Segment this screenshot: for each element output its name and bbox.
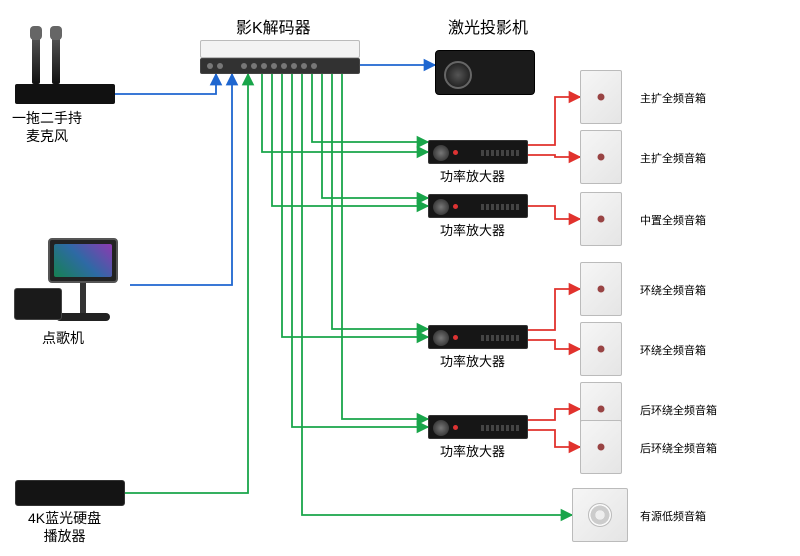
amp4 <box>428 415 528 439</box>
spk-center <box>580 192 622 246</box>
edge-decoder-amp2b <box>322 74 428 198</box>
amp2 <box>428 194 528 218</box>
spk-main2 <box>580 130 622 184</box>
karaoke-label: 点歌机 <box>42 328 84 348</box>
edge-karaoke-decoder <box>130 74 232 285</box>
edge-amp4-spk_rear1 <box>528 409 580 420</box>
amp3 <box>428 325 528 349</box>
projector-label: 激光投影机 <box>448 14 528 38</box>
spk-main1-label: 主扩全频音箱 <box>640 90 706 106</box>
karaoke-small-screen <box>14 288 62 320</box>
mic-receiver <box>15 84 115 104</box>
edge-mic-decoder <box>115 74 216 94</box>
decoder-label: 影K解码器 <box>236 14 311 38</box>
spk-surr2-label: 环绕全频音箱 <box>640 342 706 358</box>
spk-center-label: 中置全频音箱 <box>640 212 706 228</box>
edge-decoder-amp4b <box>342 74 428 419</box>
edge-decoder-amp3b <box>332 74 428 329</box>
edge-amp1-spk_main2 <box>528 155 580 157</box>
edge-amp3-spk_surr2 <box>528 340 580 349</box>
spk-surr1-label: 环绕全频音箱 <box>640 282 706 298</box>
spk-surr1 <box>580 262 622 316</box>
karaoke-base <box>56 313 110 321</box>
edge-amp2-spk_center <box>528 206 580 219</box>
edge-amp4-spk_rear2 <box>528 430 580 447</box>
edge-amp1-spk_main1 <box>528 97 580 145</box>
edge-player4k-decoder <box>125 74 248 493</box>
subwoofer-label: 有源低频音箱 <box>640 508 706 524</box>
edge-amp3-spk_surr1 <box>528 289 580 330</box>
karaoke-stand <box>80 283 86 313</box>
mic-2 <box>52 36 60 84</box>
spk-rear2-label: 后环绕全频音箱 <box>640 440 717 456</box>
mic-label: 一拖二手持 麦克风 <box>12 110 82 145</box>
amp1-label: 功率放大器 <box>440 166 505 185</box>
amp2-label: 功率放大器 <box>440 220 505 239</box>
amp1 <box>428 140 528 164</box>
decoder-device-top <box>200 40 360 58</box>
edge-decoder-amp1b <box>312 74 428 142</box>
edge-decoder-amp1 <box>262 74 428 152</box>
spk-rear1-label: 后环绕全频音箱 <box>640 402 717 418</box>
amp4-label: 功率放大器 <box>440 441 505 460</box>
mic-1 <box>32 36 40 84</box>
projector-device <box>435 50 535 95</box>
spk-main1 <box>580 70 622 124</box>
subwoofer <box>572 488 628 542</box>
spk-rear2 <box>580 420 622 474</box>
spk-surr2 <box>580 322 622 376</box>
player4k-device <box>15 480 125 506</box>
spk-main2-label: 主扩全频音箱 <box>640 150 706 166</box>
karaoke-screen <box>48 238 118 283</box>
wiring-layer <box>0 0 800 556</box>
player4k-label: 4K蓝光硬盘 播放器 <box>28 510 101 545</box>
amp3-label: 功率放大器 <box>440 351 505 370</box>
decoder-device-bot <box>200 58 360 74</box>
edge-decoder-amp2 <box>272 74 428 206</box>
